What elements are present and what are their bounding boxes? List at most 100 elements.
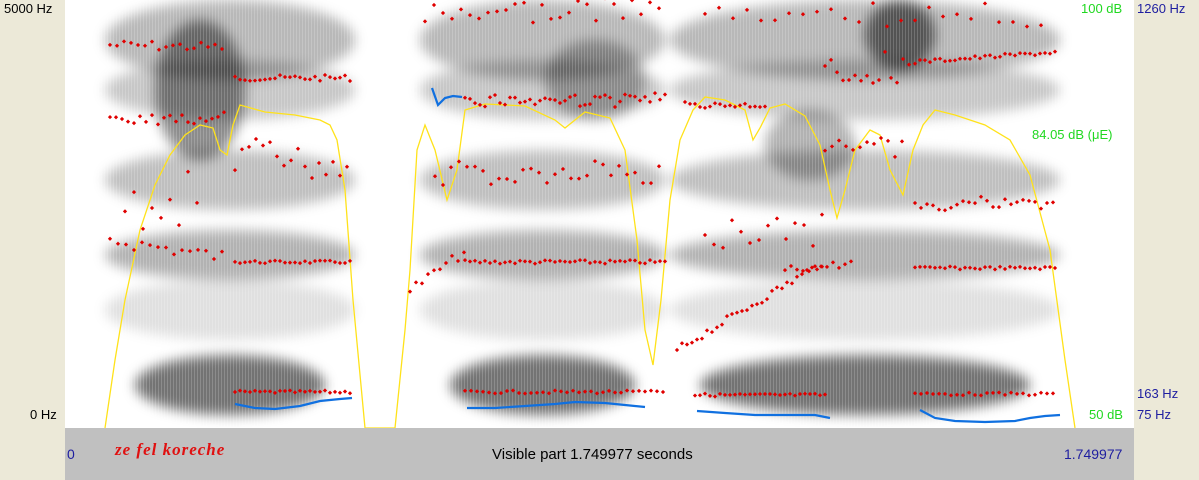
formant-point: [322, 258, 328, 263]
formant-point: [1032, 265, 1038, 270]
formant-point: [992, 267, 998, 272]
formant-point: [468, 388, 474, 393]
formant-point: [616, 163, 622, 168]
formant-point: [480, 168, 486, 173]
formant-point: [948, 205, 954, 210]
formant-point: [679, 341, 685, 346]
formant-point: [704, 328, 710, 333]
formant-point: [942, 391, 948, 397]
formant-point: [618, 390, 624, 395]
formant-point: [347, 391, 353, 396]
formant-point: [767, 391, 773, 397]
formant-point: [337, 173, 343, 178]
formant-point: [337, 390, 343, 395]
formant-point: [660, 389, 666, 395]
formant-point: [824, 264, 830, 269]
formant-point: [930, 391, 936, 397]
formant-point: [984, 198, 990, 203]
formant-point: [114, 43, 120, 48]
formant-point: [606, 388, 612, 394]
formant-point: [836, 265, 842, 271]
formant-point: [173, 119, 179, 124]
formant-point: [1026, 198, 1032, 204]
formant-point: [432, 174, 438, 179]
formant-point: [562, 259, 568, 264]
formant-point: [107, 236, 113, 241]
formant-point: [510, 388, 516, 393]
formant-point: [642, 389, 648, 394]
formant-point: [512, 179, 518, 185]
formant-point: [802, 391, 808, 396]
formant-point: [184, 47, 190, 52]
formant-point: [987, 264, 993, 270]
formant-point: [552, 388, 558, 393]
formant-point: [947, 264, 953, 269]
formant-point: [997, 264, 1003, 269]
formant-point: [972, 201, 978, 206]
formant-point: [727, 392, 733, 397]
formant-point: [177, 42, 183, 47]
formant-point: [652, 260, 658, 265]
formant-point: [309, 175, 315, 181]
formant-point: [648, 388, 654, 393]
formant-point: [792, 220, 798, 226]
formant-point: [1020, 197, 1026, 203]
formant-point: [522, 259, 528, 264]
formant-point: [752, 392, 758, 397]
formant-point: [205, 44, 211, 50]
formant-point: [640, 180, 646, 186]
formant-point: [492, 391, 498, 396]
formant-point: [1038, 206, 1044, 211]
formant-point: [123, 242, 129, 247]
formant-point: [520, 167, 526, 172]
formant-point: [232, 389, 238, 395]
formant-point: [954, 392, 960, 397]
formant-point: [918, 391, 924, 396]
formant-point: [990, 204, 996, 210]
visible-part-bar[interactable]: [65, 428, 1134, 480]
formant-point: [577, 257, 583, 263]
formant-point: [932, 265, 938, 270]
formant-point: [544, 180, 550, 185]
formant-point: [924, 201, 930, 207]
formant-point: [720, 245, 726, 250]
formant-point: [582, 258, 588, 263]
formant-point: [211, 256, 217, 262]
formant-point: [782, 267, 788, 273]
formant-point: [622, 259, 628, 264]
formant-point: [747, 392, 753, 397]
formant-point: [990, 390, 996, 395]
frequency-axis-left: 5000 Hz 0 Hz: [0, 0, 65, 428]
formant-point: [978, 194, 984, 199]
formant-point: [552, 172, 558, 177]
formant-point: [472, 258, 478, 263]
formant-point: [347, 258, 353, 264]
formant-point: [952, 265, 958, 270]
formant-point: [1014, 200, 1020, 205]
formant-point: [462, 388, 468, 393]
spectrogram-panel[interactable]: [65, 0, 1134, 428]
formant-point: [712, 394, 718, 399]
formant-point: [115, 241, 121, 246]
formant-point: [1008, 390, 1014, 395]
formant-point: [729, 311, 735, 317]
frequency-min-label: 0 Hz: [30, 407, 57, 422]
formant-point: [689, 340, 695, 345]
formant-point: [996, 204, 1002, 210]
formant-point: [137, 114, 143, 119]
formant-point: [568, 176, 574, 181]
formant-point: [274, 154, 280, 159]
formant-point: [702, 232, 708, 238]
formant-point: [1007, 264, 1013, 269]
formant-point: [247, 259, 253, 265]
formant-point: [534, 390, 540, 395]
formant-point: [764, 297, 770, 302]
formant-point: [107, 42, 113, 48]
formant-point: [149, 205, 155, 211]
formant-point: [742, 392, 748, 397]
formant-point: [119, 116, 125, 122]
formant-point: [942, 208, 948, 213]
formant-point: [747, 240, 753, 246]
formant-point: [497, 261, 503, 266]
formant-point: [1038, 390, 1044, 395]
